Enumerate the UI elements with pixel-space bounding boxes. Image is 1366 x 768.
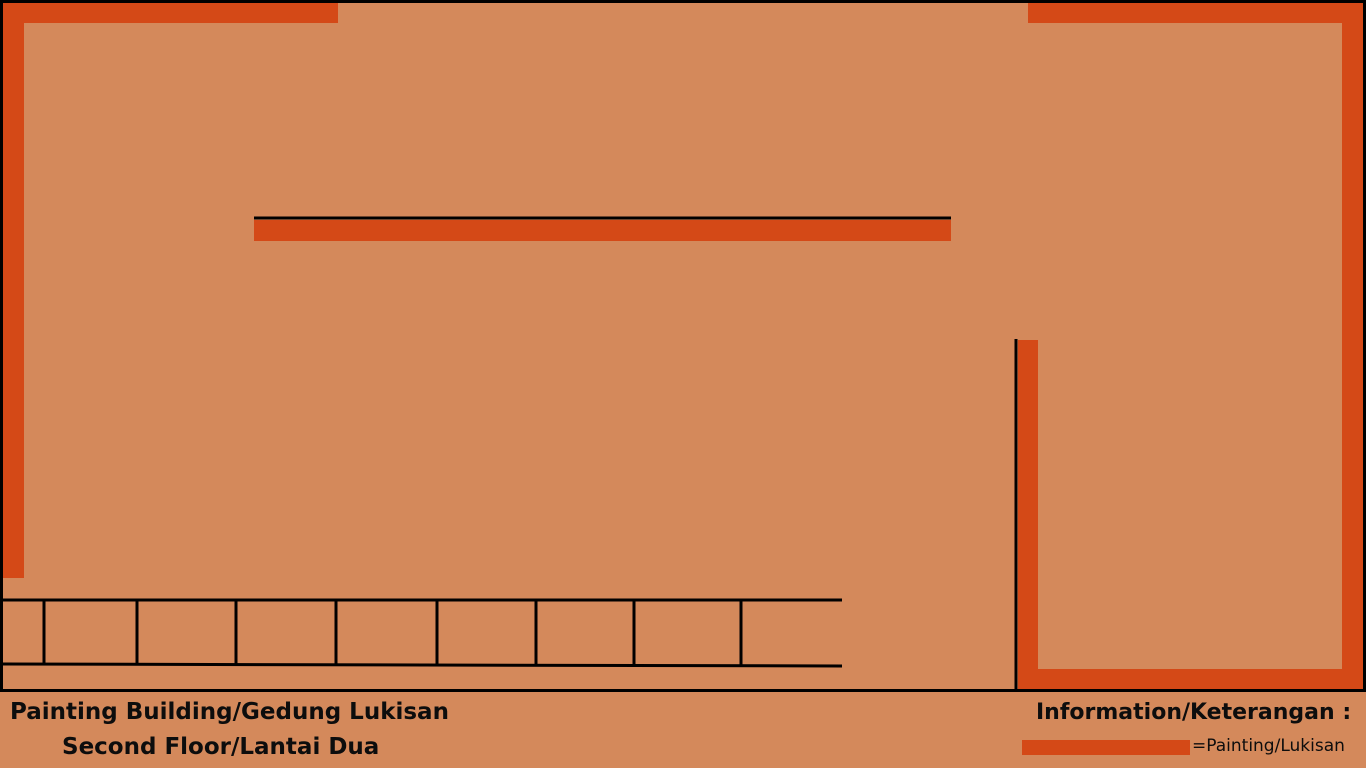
legend-painting-swatch [1022,740,1190,755]
legend-heading: Information/Keterangan : [1036,700,1352,725]
outer-wall [0,0,1366,692]
painting-top-right [1028,3,1363,23]
painting-room-bottom [1018,669,1363,691]
painting-top-left [3,3,338,23]
painting-center-partition [254,220,951,241]
painting-right-wall [1342,3,1363,691]
staircase [2,598,843,668]
stair-bottom-rail [2,662,843,668]
painting-left-wall [3,3,24,578]
plan-subtitle: Second Floor/Lantai Dua [62,734,380,760]
plan-title: Painting Building/Gedung Lukisan [10,699,449,725]
legend-painting-label: =Painting/Lukisan [1192,736,1345,756]
paintings [3,3,1363,691]
painting-room-left-wall [1018,340,1038,691]
walls [0,0,1366,692]
